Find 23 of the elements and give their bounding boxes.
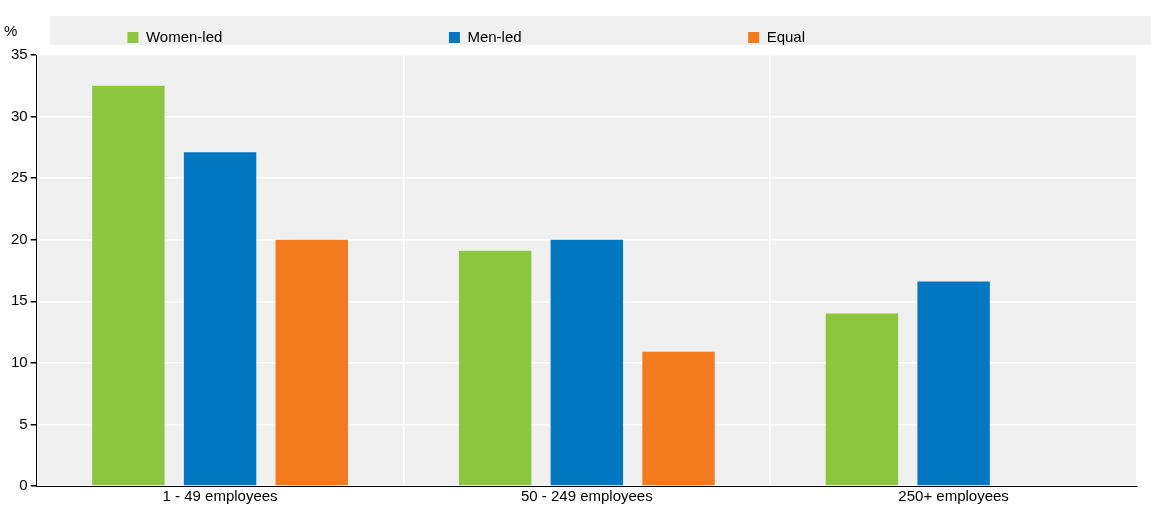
x-tick-label: 50 - 249 employees — [520, 487, 653, 505]
bar — [458, 250, 532, 486]
bar — [642, 351, 715, 486]
bar — [275, 239, 348, 486]
y-tick-label: 25 — [11, 168, 28, 186]
x-tick-label: 250+ employees — [898, 487, 1009, 505]
legend-label: Women-led — [145, 27, 435, 45]
legend-label: Men-led — [467, 27, 735, 45]
y-tick-label: 35 — [11, 45, 28, 63]
bar — [92, 85, 165, 486]
bar — [825, 313, 899, 486]
bar — [550, 239, 624, 486]
bar — [183, 152, 257, 486]
x-tick-label: 1 - 49 employees — [162, 487, 278, 505]
y-tick-label: 15 — [11, 291, 28, 309]
legend-label: Equal — [766, 27, 1018, 45]
y-tick-label: 30 — [11, 106, 28, 124]
y-tick-label: 0 — [19, 476, 28, 494]
y-tick-label: 20 — [11, 229, 28, 247]
y-tick-label: 5 — [19, 414, 28, 432]
y-tick-label: 10 — [11, 353, 28, 370]
y-axis-title: % — [4, 21, 18, 39]
bar — [917, 281, 990, 486]
